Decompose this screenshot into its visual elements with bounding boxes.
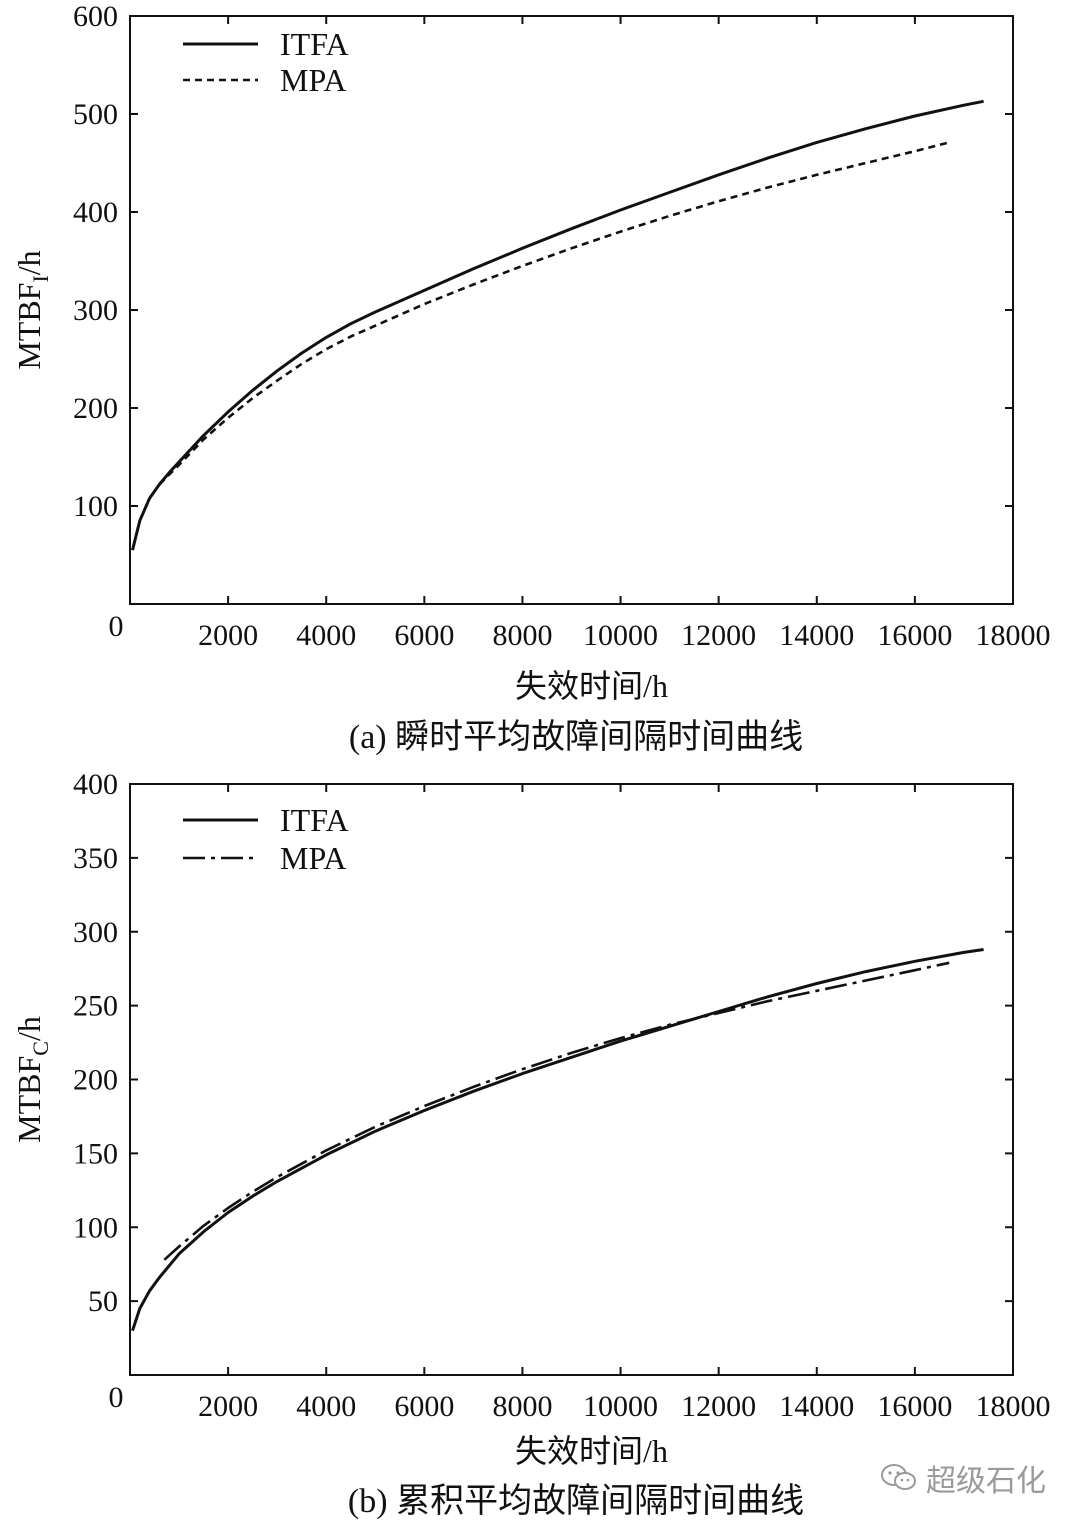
x-tick-label: 16000 [877,1390,952,1423]
x-tick-label: 12000 [681,619,756,652]
x-tick-label: 16000 [877,619,952,652]
x-tick-label: 0 [109,1381,124,1414]
x-tick-label: 10000 [583,619,658,652]
x-axis-title: 失效时间/h [515,668,668,704]
watermark: 超级石化 [880,1456,1046,1500]
x-tick-label: 6000 [394,619,454,652]
y-tick-label: 600 [73,0,118,33]
chart-b-cumulative-mtbf: 0 2000 4000 6000 8000 10000 12000 14000 16000 180… [11,768,1051,1520]
x-tick-label: 8000 [492,619,552,652]
x-tick-label: 18000 [976,1390,1051,1423]
x-tick-label: 8000 [492,1390,552,1423]
x-tick-label: 2000 [198,619,258,652]
x-tick-label: 12000 [681,1390,756,1423]
x-tick-label: 18000 [976,619,1051,652]
y-tick-label: 300 [73,294,118,327]
y-tick-label: 400 [73,768,118,801]
x-tick-label: 2000 [198,1390,258,1423]
series-line-itfa [131,99,984,551]
legend-label-mpa: MPA [280,62,346,98]
series-line-itfa [131,948,984,1332]
plot-frame [129,15,1014,605]
y-tick-label: 100 [73,1211,118,1244]
y-tick-label: 100 [73,490,118,523]
y-tick-label: 200 [73,392,118,425]
y-tick-label: 300 [73,916,118,949]
y-tick-label: 350 [73,842,118,875]
x-tick-label: 0 [109,610,124,643]
x-tick-label: 10000 [583,1390,658,1423]
x-tick-label: 4000 [296,619,356,652]
legend-label-itfa: ITFA [280,26,349,62]
y-axis-title: MTBFI/h [11,250,53,369]
y-axis-title: MTBFC/h [11,1016,53,1143]
x-tick-label: 6000 [394,1390,454,1423]
series-line-mpa [163,961,950,1261]
y-tick-label: 250 [73,990,118,1023]
figure-caption: (a) 瞬时平均故障间隔时间曲线 [349,718,803,756]
x-tick-label: 14000 [779,619,854,652]
y-tick-label: 50 [88,1285,118,1318]
plot-frame [129,783,1014,1376]
legend-label-mpa: MPA [280,840,346,876]
y-tick-label: 400 [73,196,118,229]
y-tick-label: 500 [73,98,118,131]
chart-a-instantaneous-mtbf: 0 2000 4000 6000 8000 10000 12000 14000 16000 180… [11,0,1051,756]
x-tick-label: 4000 [296,1390,356,1423]
x-axis-title: 失效时间/h [515,1433,668,1469]
y-tick-label: 200 [73,1064,118,1097]
wechat-icon [881,1464,916,1490]
y-tick-label: 150 [73,1137,118,1170]
watermark-text: 超级石化 [926,1464,1046,1499]
figure-caption: (b) 累积平均故障间隔时间曲线 [348,1482,804,1520]
legend-label-itfa: ITFA [280,802,349,838]
series-line-mpa [158,141,950,486]
x-tick-label: 14000 [779,1390,854,1423]
